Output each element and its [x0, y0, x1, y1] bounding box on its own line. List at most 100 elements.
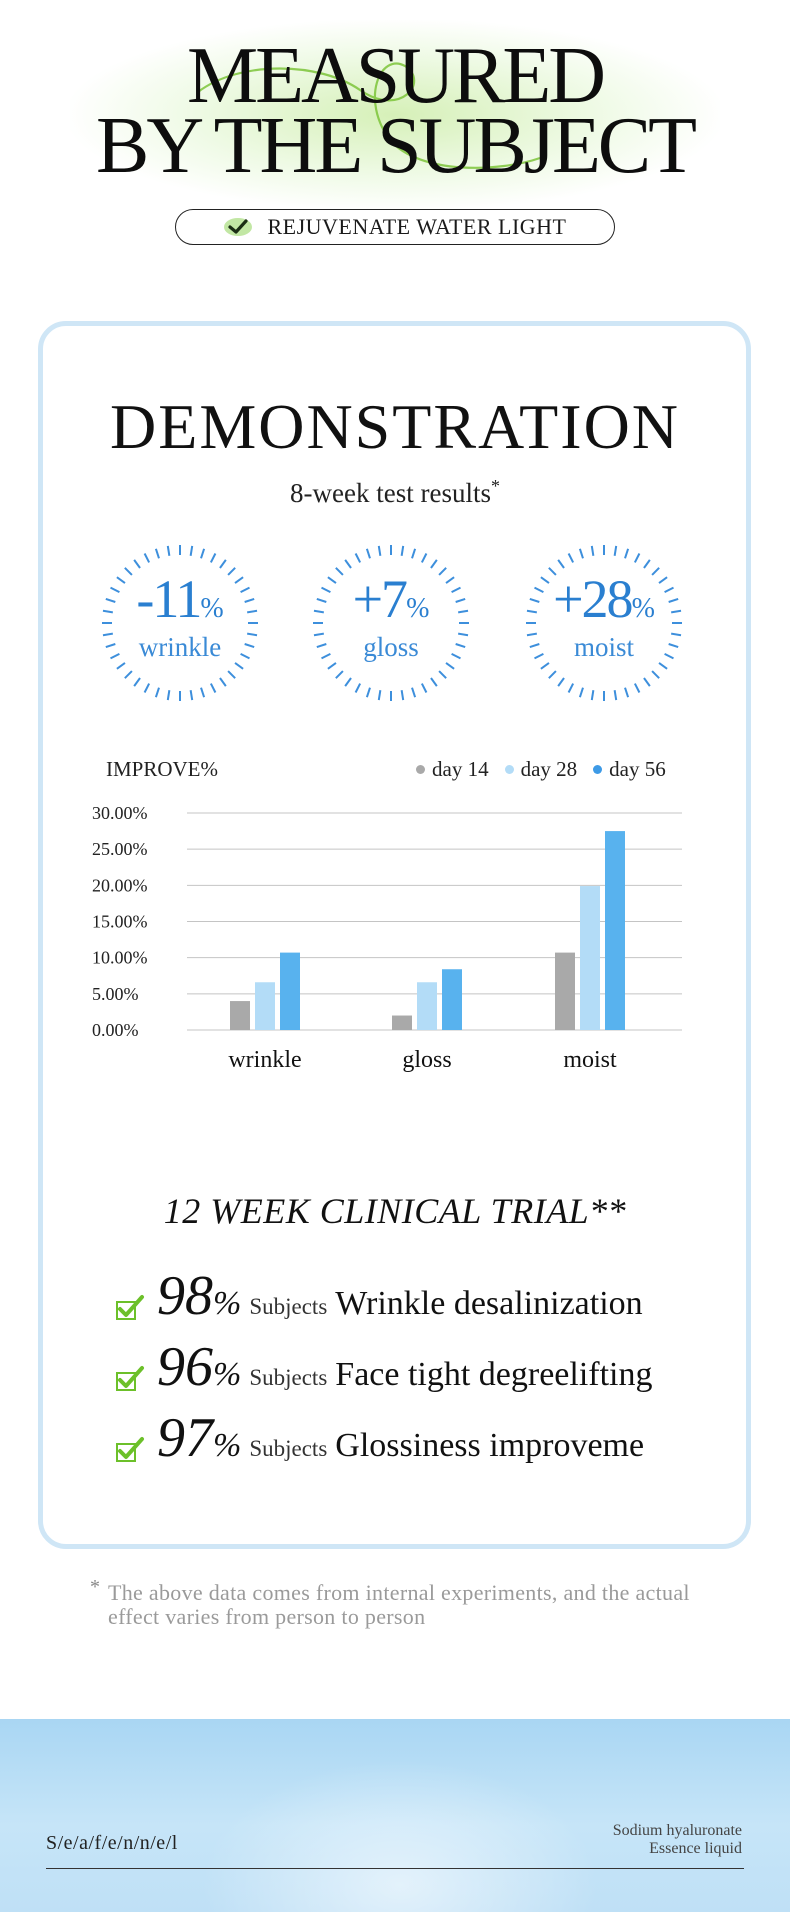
dial-tick [613, 690, 618, 701]
dial-unit: % [631, 593, 655, 624]
dial-tick [166, 690, 171, 701]
legend-item-day14: day 14 [416, 757, 489, 782]
dial-tick [227, 567, 236, 576]
dial-value: -11% [101, 572, 259, 626]
product-name-line1: Sodium hyaluronate [612, 1822, 742, 1839]
dial-ticks-icon [526, 545, 682, 701]
check-icon [116, 1295, 144, 1320]
dial-tick [247, 609, 258, 614]
dial-tick [219, 677, 227, 687]
dial-tick [664, 586, 674, 594]
dial-tick [458, 609, 469, 614]
dial-tick [327, 662, 337, 670]
dial-tick [420, 553, 428, 563]
y-tick-label: 10.00% [92, 948, 148, 968]
legend-swatch [504, 765, 514, 774]
dial-ticks-icon [313, 545, 469, 701]
improve-bar-chart: 30.00% 25.00% 20.00% 15.00% 10.00% 5.00% 0.00%… [92, 803, 682, 1073]
stat-number: 97 [157, 1407, 213, 1469]
bar-moist-day28 [580, 886, 600, 1030]
dial-tick [166, 545, 171, 556]
dial-tick [590, 690, 595, 701]
dial-value: +28% [525, 572, 683, 626]
dial-tick [110, 586, 120, 594]
dial-tick [567, 553, 575, 563]
dial-number: -11 [136, 569, 202, 629]
dial-tick [189, 545, 194, 556]
dial-tick [143, 553, 151, 563]
dial-tick [578, 687, 584, 698]
footer-divider [46, 1868, 744, 1869]
dial-tick [227, 670, 236, 679]
stat-description: Face tight degreelifting [335, 1356, 653, 1393]
stat-percent: % [213, 1285, 242, 1322]
dial-tick [116, 662, 126, 670]
check-icon [116, 1437, 144, 1462]
dial-tick [377, 545, 382, 556]
dial-tick [668, 643, 679, 649]
bar-moist-day56 [605, 831, 625, 1030]
dial-tick [124, 670, 133, 679]
footer-sheen [200, 1759, 600, 1912]
demo-subtitle-text: 8-week test results [290, 478, 491, 508]
dial-label: wrinkle [138, 632, 222, 662]
legend-label: day 56 [609, 757, 666, 781]
dial-tick [455, 643, 466, 649]
disclaimer-mark: * [90, 1576, 100, 1598]
dial-gloss: +7% gloss [312, 544, 470, 702]
dial-tick [624, 687, 630, 698]
dial-tick [633, 553, 641, 563]
dial-tick [451, 586, 461, 594]
dial-tick [124, 567, 133, 576]
dial-tick [671, 632, 682, 637]
check-badge-icon [223, 217, 253, 237]
bar-wrinkle-day28 [255, 982, 275, 1030]
x-tick-label: moist [563, 1047, 617, 1073]
dial-tick [102, 632, 113, 637]
dial-tick [110, 652, 120, 660]
dial-unit: % [200, 593, 224, 624]
dial-tick [244, 597, 255, 603]
dial-tick [643, 677, 651, 687]
dial-tick [321, 586, 331, 594]
stat-percent: % [213, 1356, 242, 1393]
y-tick-label: 20.00% [92, 875, 148, 895]
bar-gloss-day28 [417, 982, 437, 1030]
dial-tick [244, 643, 255, 649]
trial-title: 12 WEEK CLINICAL TRIAL** [163, 1191, 627, 1231]
dial-tick [651, 567, 660, 576]
dial-tick [354, 553, 362, 563]
dial-tick [189, 690, 194, 701]
dial-tick [200, 548, 206, 559]
dial-tick [534, 652, 544, 660]
dial-tick [102, 609, 113, 614]
stat-description: Wrinkle desalinization [335, 1285, 643, 1322]
dial-tick [365, 687, 371, 698]
bar-wrinkle-day14 [230, 1001, 250, 1030]
dial-tick [105, 643, 116, 649]
y-tick-label: 25.00% [92, 839, 148, 859]
dial-tick [643, 559, 651, 569]
stat-number: 96 [157, 1336, 213, 1398]
dial-tick [209, 553, 217, 563]
dial-tick [578, 548, 584, 559]
dial-tick [335, 567, 344, 576]
dial-tick [430, 677, 438, 687]
dial-tick [540, 576, 550, 584]
demo-subtitle-mark: * [490, 476, 500, 496]
y-tick-label: 5.00% [92, 984, 139, 1004]
bar-gloss-day14 [392, 1015, 412, 1030]
stat-row: 97 % Subjects Glossiness improveme [116, 1410, 644, 1470]
dial-tick [116, 576, 126, 584]
dial-tick [658, 576, 668, 584]
dial-tick [613, 545, 618, 556]
x-tick-label: wrinkle [228, 1047, 301, 1073]
results-card [38, 321, 751, 1549]
demo-subtitle: 8-week test results* [0, 476, 790, 509]
decorative-swirl [197, 62, 541, 169]
dial-tick [316, 597, 327, 603]
y-tick-label: 0.00% [92, 1020, 139, 1040]
dial-tick [133, 677, 141, 687]
check-icon [116, 1366, 144, 1391]
footer-band [0, 1719, 790, 1912]
